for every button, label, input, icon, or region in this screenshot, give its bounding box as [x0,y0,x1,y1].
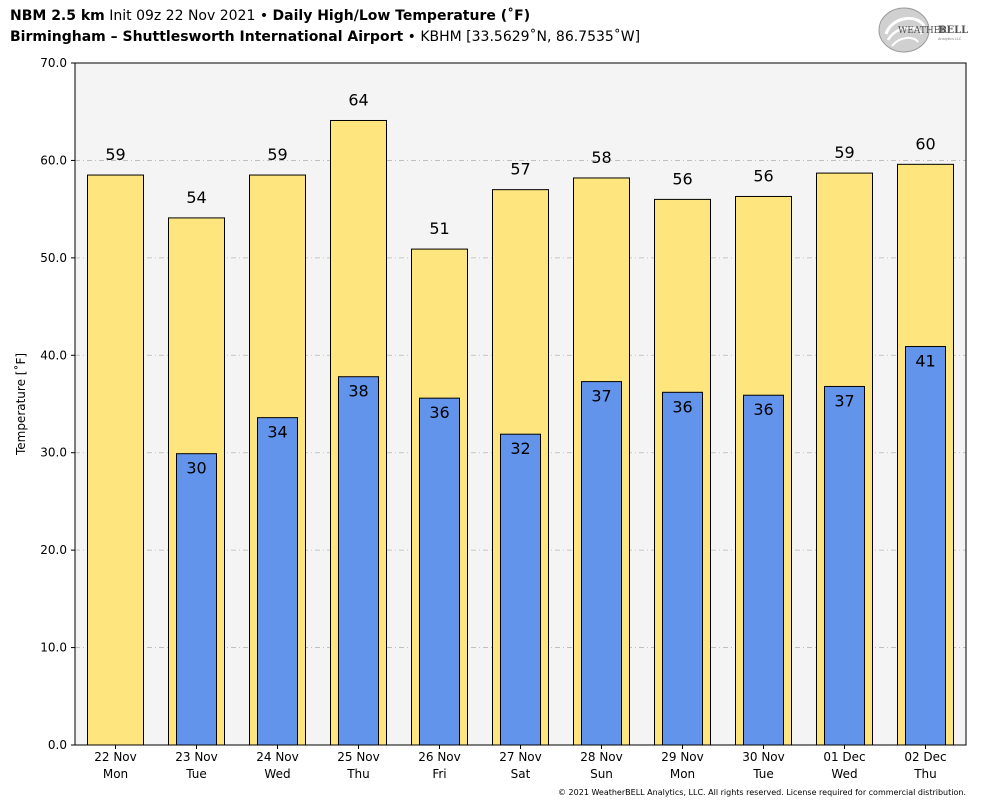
x-tick-date: 28 Nov [580,750,623,764]
low-temp-label: 34 [267,423,287,442]
y-tick-label: 70.0 [40,56,67,70]
logo-text-bell: BELL [938,25,968,36]
x-tick-date: 02 Dec [904,750,946,764]
logo-text-sub: Analytics LLC [938,37,962,41]
low-temp-label: 38 [348,382,368,401]
high-temp-label: 59 [267,145,287,164]
high-temp-label: 60 [915,134,935,153]
weatherbell-logo: WEATHER BELL Analytics LLC [878,7,968,53]
chart-title: Daily High/Low Temperature (˚F) [272,8,531,24]
x-tick-day: Thu [346,767,370,781]
x-tick-day: Fri [432,767,446,781]
x-tick-day: Mon [103,767,128,781]
logo-text-weather: WEATHER [898,26,947,36]
low-temp-label: 32 [510,439,530,458]
y-tick-label: 0.0 [48,738,67,752]
station-coords: KBHM [33.5629˚N, 86.7535˚W] [420,29,641,45]
x-tick-date: 24 Nov [256,750,299,764]
low-temp-bar [419,397,460,746]
y-tick-label: 50.0 [40,251,67,265]
chart-header: NBM 2.5 km Init 09z 22 Nov 2021 • Daily … [10,6,640,48]
low-temp-bar [257,417,298,746]
low-temp-label: 36 [429,403,449,422]
x-axis: 22 Nov Mon 23 Nov Tue 24 Nov Wed 25 Nov Thu 26 N… [94,745,947,781]
x-tick-date: 30 Nov [742,750,785,764]
low-temp-label: 41 [915,352,935,371]
x-tick-date: 23 Nov [175,750,218,764]
low-temp-bar [743,394,784,746]
y-axis: 0.0 10.0 20.0 30.0 40.0 50.0 60.0 70.0 [40,56,75,752]
high-temp-label: 56 [672,169,692,188]
high-temp-bar [87,174,144,746]
x-tick-date: 25 Nov [337,750,380,764]
copyright-notice: © 2021 WeatherBELL Analytics, LLC. All r… [558,788,966,797]
swirl-logo-icon [878,7,930,53]
x-tick-date: 27 Nov [499,750,542,764]
low-temp-label: 36 [672,397,692,416]
low-temp-bar [824,385,865,746]
x-tick-day: Wed [831,767,857,781]
y-tick-label: 30.0 [40,446,67,460]
x-tick-day: Wed [264,767,290,781]
plot-frame [74,62,967,746]
model-name: NBM 2.5 km [10,8,105,24]
high-temp-label: 56 [753,166,773,185]
high-temp-label: 59 [105,145,125,164]
y-tick-label: 10.0 [40,641,67,655]
x-tick-date: 01 Dec [823,750,865,764]
y-tick-label: 60.0 [40,153,67,167]
low-temp-bar [176,453,217,746]
x-tick-day: Sun [590,767,613,781]
y-tick-label: 40.0 [40,348,67,362]
x-tick-day: Tue [752,767,774,781]
x-tick-date: 22 Nov [94,750,137,764]
x-tick-date: 29 Nov [661,750,704,764]
header-line-2: Birmingham – Shuttlesworth International… [10,27,640,48]
x-tick-day: Thu [913,767,937,781]
low-temp-label: 37 [834,391,854,410]
x-tick-day: Sat [511,767,531,781]
high-temp-label: 51 [429,219,449,238]
low-temp-label: 30 [186,459,206,478]
x-tick-day: Mon [670,767,695,781]
high-temp-label: 59 [834,143,854,162]
low-temp-label: 36 [753,400,773,419]
header-line-1: NBM 2.5 km Init 09z 22 Nov 2021 • Daily … [10,6,640,27]
low-temp-label: 37 [591,387,611,406]
x-tick-day: Tue [185,767,207,781]
high-temp-label: 54 [186,188,206,207]
header-separator: • [259,8,269,24]
bars: 59 54 30 59 34 64 38 51 36 57 32 58 37 56 36 56 36 59 37 60… [87,90,954,746]
low-temp-bar [500,433,541,746]
x-tick-date: 26 Nov [418,750,461,764]
init-time: Init 09z 22 Nov 2021 [109,8,256,24]
high-temp-label: 64 [348,90,368,109]
y-axis-label: Temperature [˚F] [13,353,28,456]
low-temp-bar [338,376,379,746]
low-temp-bar [905,346,946,746]
high-temp-label: 58 [591,148,611,167]
low-temp-bar [662,391,703,746]
header-separator-2: • [407,29,416,45]
station-name: Birmingham – Shuttlesworth International… [10,29,404,45]
low-temp-bar [581,381,622,746]
y-tick-label: 20.0 [40,543,67,557]
high-temp-label: 57 [510,160,530,179]
